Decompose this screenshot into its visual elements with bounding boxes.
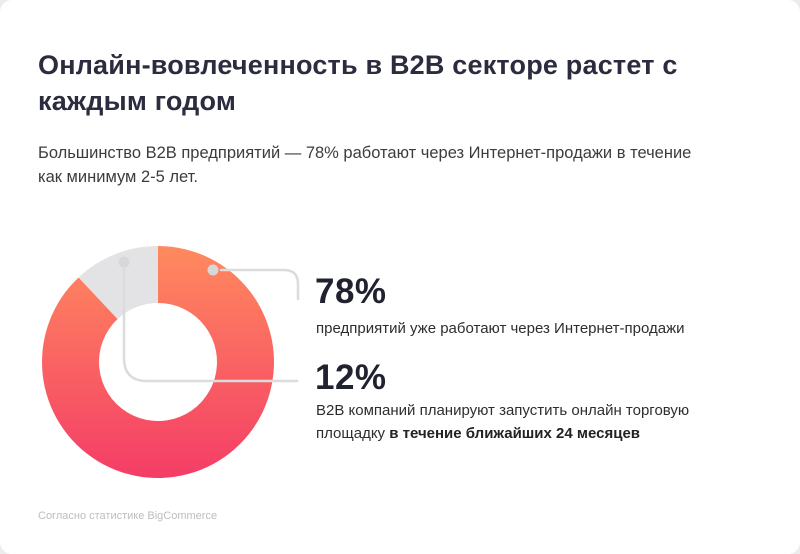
source-footnote: Согласно статистике BigCommerce [38, 510, 218, 522]
callout-value-12: 12% [315, 358, 387, 397]
callout-value-78: 78% [315, 272, 387, 311]
donut-chart [18, 222, 298, 502]
callout-text-12-body: B2B компаний планируют запустить онлайн … [316, 402, 690, 442]
callout-text-12: B2B компаний планируют запустить онлайн … [316, 400, 716, 445]
donut-chart-svg [41, 246, 274, 478]
callout-text-78: предприятий уже работают через Интернет-… [316, 318, 756, 341]
callout-text-78-body: предприятий уже работают через Интернет-… [316, 320, 685, 337]
page-title: Онлайн-вовлеченность в B2B секторе расте… [38, 50, 678, 116]
callout-text-12-bold: в течение ближайших 24 месяцев [389, 424, 641, 442]
page-subtitle: Большинство B2B предприятий — 78% работа… [38, 143, 692, 187]
